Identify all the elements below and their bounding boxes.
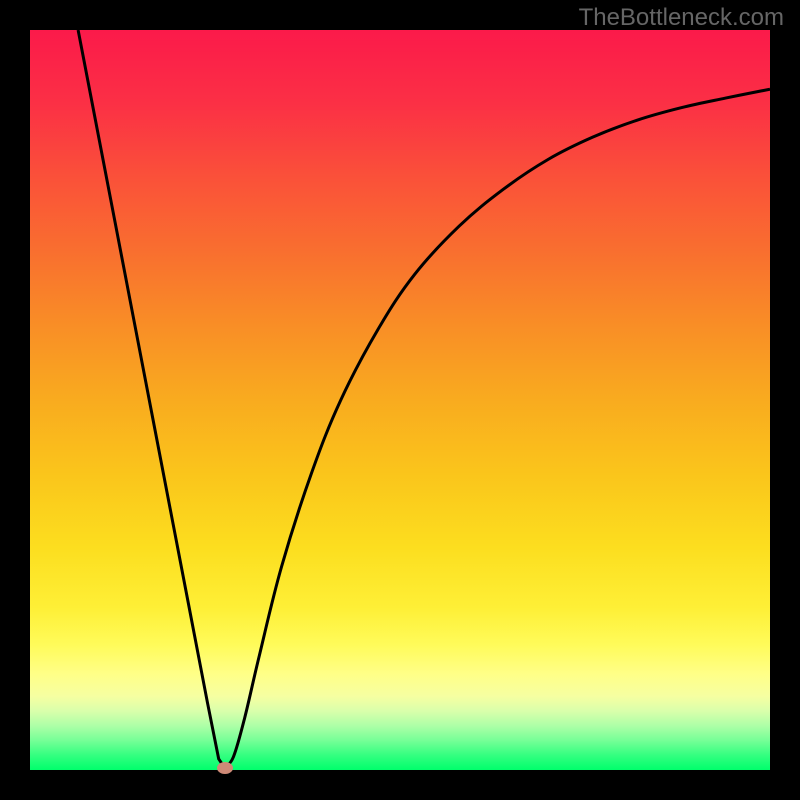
watermark-text: TheBottleneck.com: [579, 4, 784, 32]
curve-left-branch: [78, 30, 225, 768]
curve-right-branch: [225, 89, 770, 768]
minimum-marker: [217, 762, 233, 774]
plot-area: [30, 30, 770, 770]
bottleneck-curve: [30, 30, 770, 770]
